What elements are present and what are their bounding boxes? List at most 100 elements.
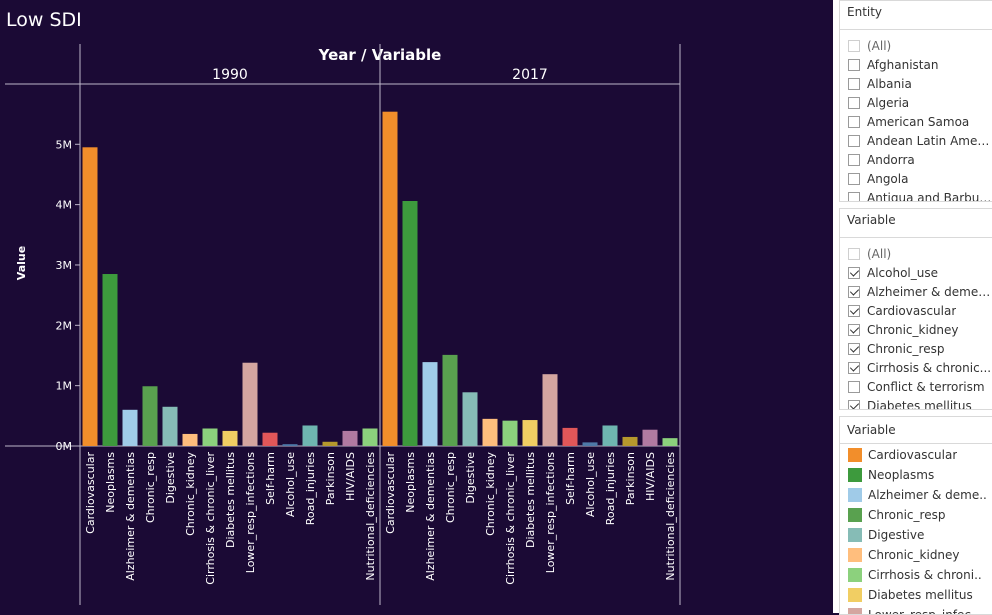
filter-item[interactable]: Chronic_resp: [840, 339, 992, 358]
filter-item[interactable]: Andorra: [840, 150, 992, 169]
checkbox[interactable]: [848, 134, 860, 147]
checkbox[interactable]: [848, 247, 860, 260]
bar[interactable]: [142, 386, 158, 446]
x-tick-label: Cardiovascular: [84, 452, 97, 534]
legend-item[interactable]: Cirrhosis & chroni..: [840, 565, 992, 585]
filter-item[interactable]: Afghanistan: [840, 55, 992, 74]
checkbox[interactable]: [848, 96, 860, 109]
bar[interactable]: [662, 438, 678, 446]
x-tick-label: Digestive: [464, 452, 477, 504]
checkbox[interactable]: [848, 266, 860, 279]
checkbox[interactable]: [848, 304, 860, 317]
filter-item[interactable]: Cardiovascular: [840, 301, 992, 320]
legend-label: Neoplasms: [868, 468, 935, 482]
checkbox[interactable]: [848, 153, 860, 166]
bar[interactable]: [642, 429, 658, 446]
filter-item-all[interactable]: (All): [840, 244, 992, 263]
legend-item[interactable]: Chronic_kidney: [840, 545, 992, 565]
filter-item[interactable]: American Samoa: [840, 112, 992, 131]
x-tick-label: Road_injuries: [304, 452, 317, 526]
checkbox[interactable]: [848, 285, 860, 298]
bar[interactable]: [242, 362, 258, 446]
checkbox[interactable]: [848, 361, 860, 374]
bar[interactable]: [582, 442, 598, 446]
bar[interactable]: [522, 420, 538, 446]
checkbox[interactable]: [848, 191, 860, 201]
x-axis-labels: 1990 Cardiovascular Neoplasms Alzheimer & d…: [84, 67, 677, 585]
bar[interactable]: [562, 427, 578, 446]
checkbox[interactable]: [848, 399, 860, 409]
legend-item[interactable]: Chronic_resp: [840, 505, 992, 525]
checkbox[interactable]: [848, 39, 860, 52]
bar[interactable]: [482, 418, 498, 446]
filter-item[interactable]: Cirrhosis & chronic...: [840, 358, 992, 377]
legend-item[interactable]: Cardiovascular: [840, 445, 992, 465]
x-tick-label: Lower_resp_infections: [544, 452, 557, 574]
filter-item[interactable]: Alzheimer & demen...: [840, 282, 992, 301]
checkbox[interactable]: [848, 172, 860, 185]
legend-label: Cardiovascular: [868, 448, 958, 462]
checkbox[interactable]: [848, 342, 860, 355]
legend-label: Digestive: [868, 528, 925, 542]
x-tick-label: HIV/AIDS: [344, 452, 357, 501]
legend-item[interactable]: Lower_resp_infec..: [840, 605, 992, 614]
bar[interactable]: [182, 433, 198, 446]
legend-swatch: [848, 548, 862, 562]
legend-item[interactable]: Digestive: [840, 525, 992, 545]
bar[interactable]: [342, 430, 358, 446]
checkbox[interactable]: [848, 77, 860, 90]
bar[interactable]: [442, 354, 458, 446]
legend-label: Alzheimer & deme..: [868, 488, 987, 502]
entity-filter: Entity (All) Afghanistan Albania Algeria Ame…: [839, 0, 992, 202]
divider: [840, 29, 992, 30]
bar[interactable]: [382, 111, 398, 447]
filter-item[interactable]: Andean Latin Ameri...: [840, 131, 992, 150]
filter-item[interactable]: Antigua and Barbuda: [840, 188, 992, 201]
bars: [82, 111, 678, 447]
bar[interactable]: [262, 432, 278, 446]
x-tick-label: Road_injuries: [604, 452, 617, 526]
bar[interactable]: [202, 428, 218, 447]
filter-item[interactable]: Chronic_kidney: [840, 320, 992, 339]
y-axis: 0M 1M 2M 3M 4M 5M: [56, 138, 80, 453]
filter-item-label: Chronic_kidney: [867, 322, 959, 337]
legend-swatch: [848, 468, 862, 482]
bar[interactable]: [422, 362, 438, 446]
checkbox[interactable]: [848, 58, 860, 71]
filter-item-label: Andorra: [867, 152, 915, 167]
bar[interactable]: [122, 409, 138, 446]
filter-item[interactable]: Angola: [840, 169, 992, 188]
filter-item-label: Afghanistan: [867, 57, 939, 72]
bar[interactable]: [322, 441, 338, 446]
variable-list: (All) Alcohol_use Alzheimer & demen... Card…: [840, 244, 992, 409]
bar[interactable]: [102, 274, 118, 446]
filter-item-all[interactable]: (All): [840, 36, 992, 55]
checkbox[interactable]: [848, 323, 860, 336]
bar[interactable]: [162, 406, 178, 446]
legend-item[interactable]: Neoplasms: [840, 465, 992, 485]
x-tick-label: Chronic_kidney: [184, 452, 197, 536]
bar[interactable]: [82, 147, 98, 447]
filter-item-label: (All): [867, 38, 892, 53]
filter-item-label: Albania: [867, 76, 912, 91]
bar[interactable]: [602, 425, 618, 446]
bar[interactable]: [622, 436, 638, 446]
filter-item[interactable]: Albania: [840, 74, 992, 93]
bar[interactable]: [462, 392, 478, 446]
bar[interactable]: [222, 430, 238, 446]
legend-item[interactable]: Alzheimer & deme..: [840, 485, 992, 505]
bar[interactable]: [362, 428, 378, 447]
checkbox[interactable]: [848, 115, 860, 128]
filter-item[interactable]: Diabetes mellitus: [840, 396, 992, 409]
bar[interactable]: [282, 444, 298, 446]
bar[interactable]: [502, 420, 518, 446]
checkbox[interactable]: [848, 380, 860, 393]
x-tick-label: Lower_resp_infections: [244, 452, 257, 574]
bar[interactable]: [542, 374, 558, 446]
filter-item[interactable]: Algeria: [840, 93, 992, 112]
filter-item[interactable]: Conflict & terrorism: [840, 377, 992, 396]
filter-item[interactable]: Alcohol_use: [840, 263, 992, 282]
legend-item[interactable]: Diabetes mellitus: [840, 585, 992, 605]
bar[interactable]: [302, 425, 318, 446]
bar[interactable]: [402, 201, 418, 446]
